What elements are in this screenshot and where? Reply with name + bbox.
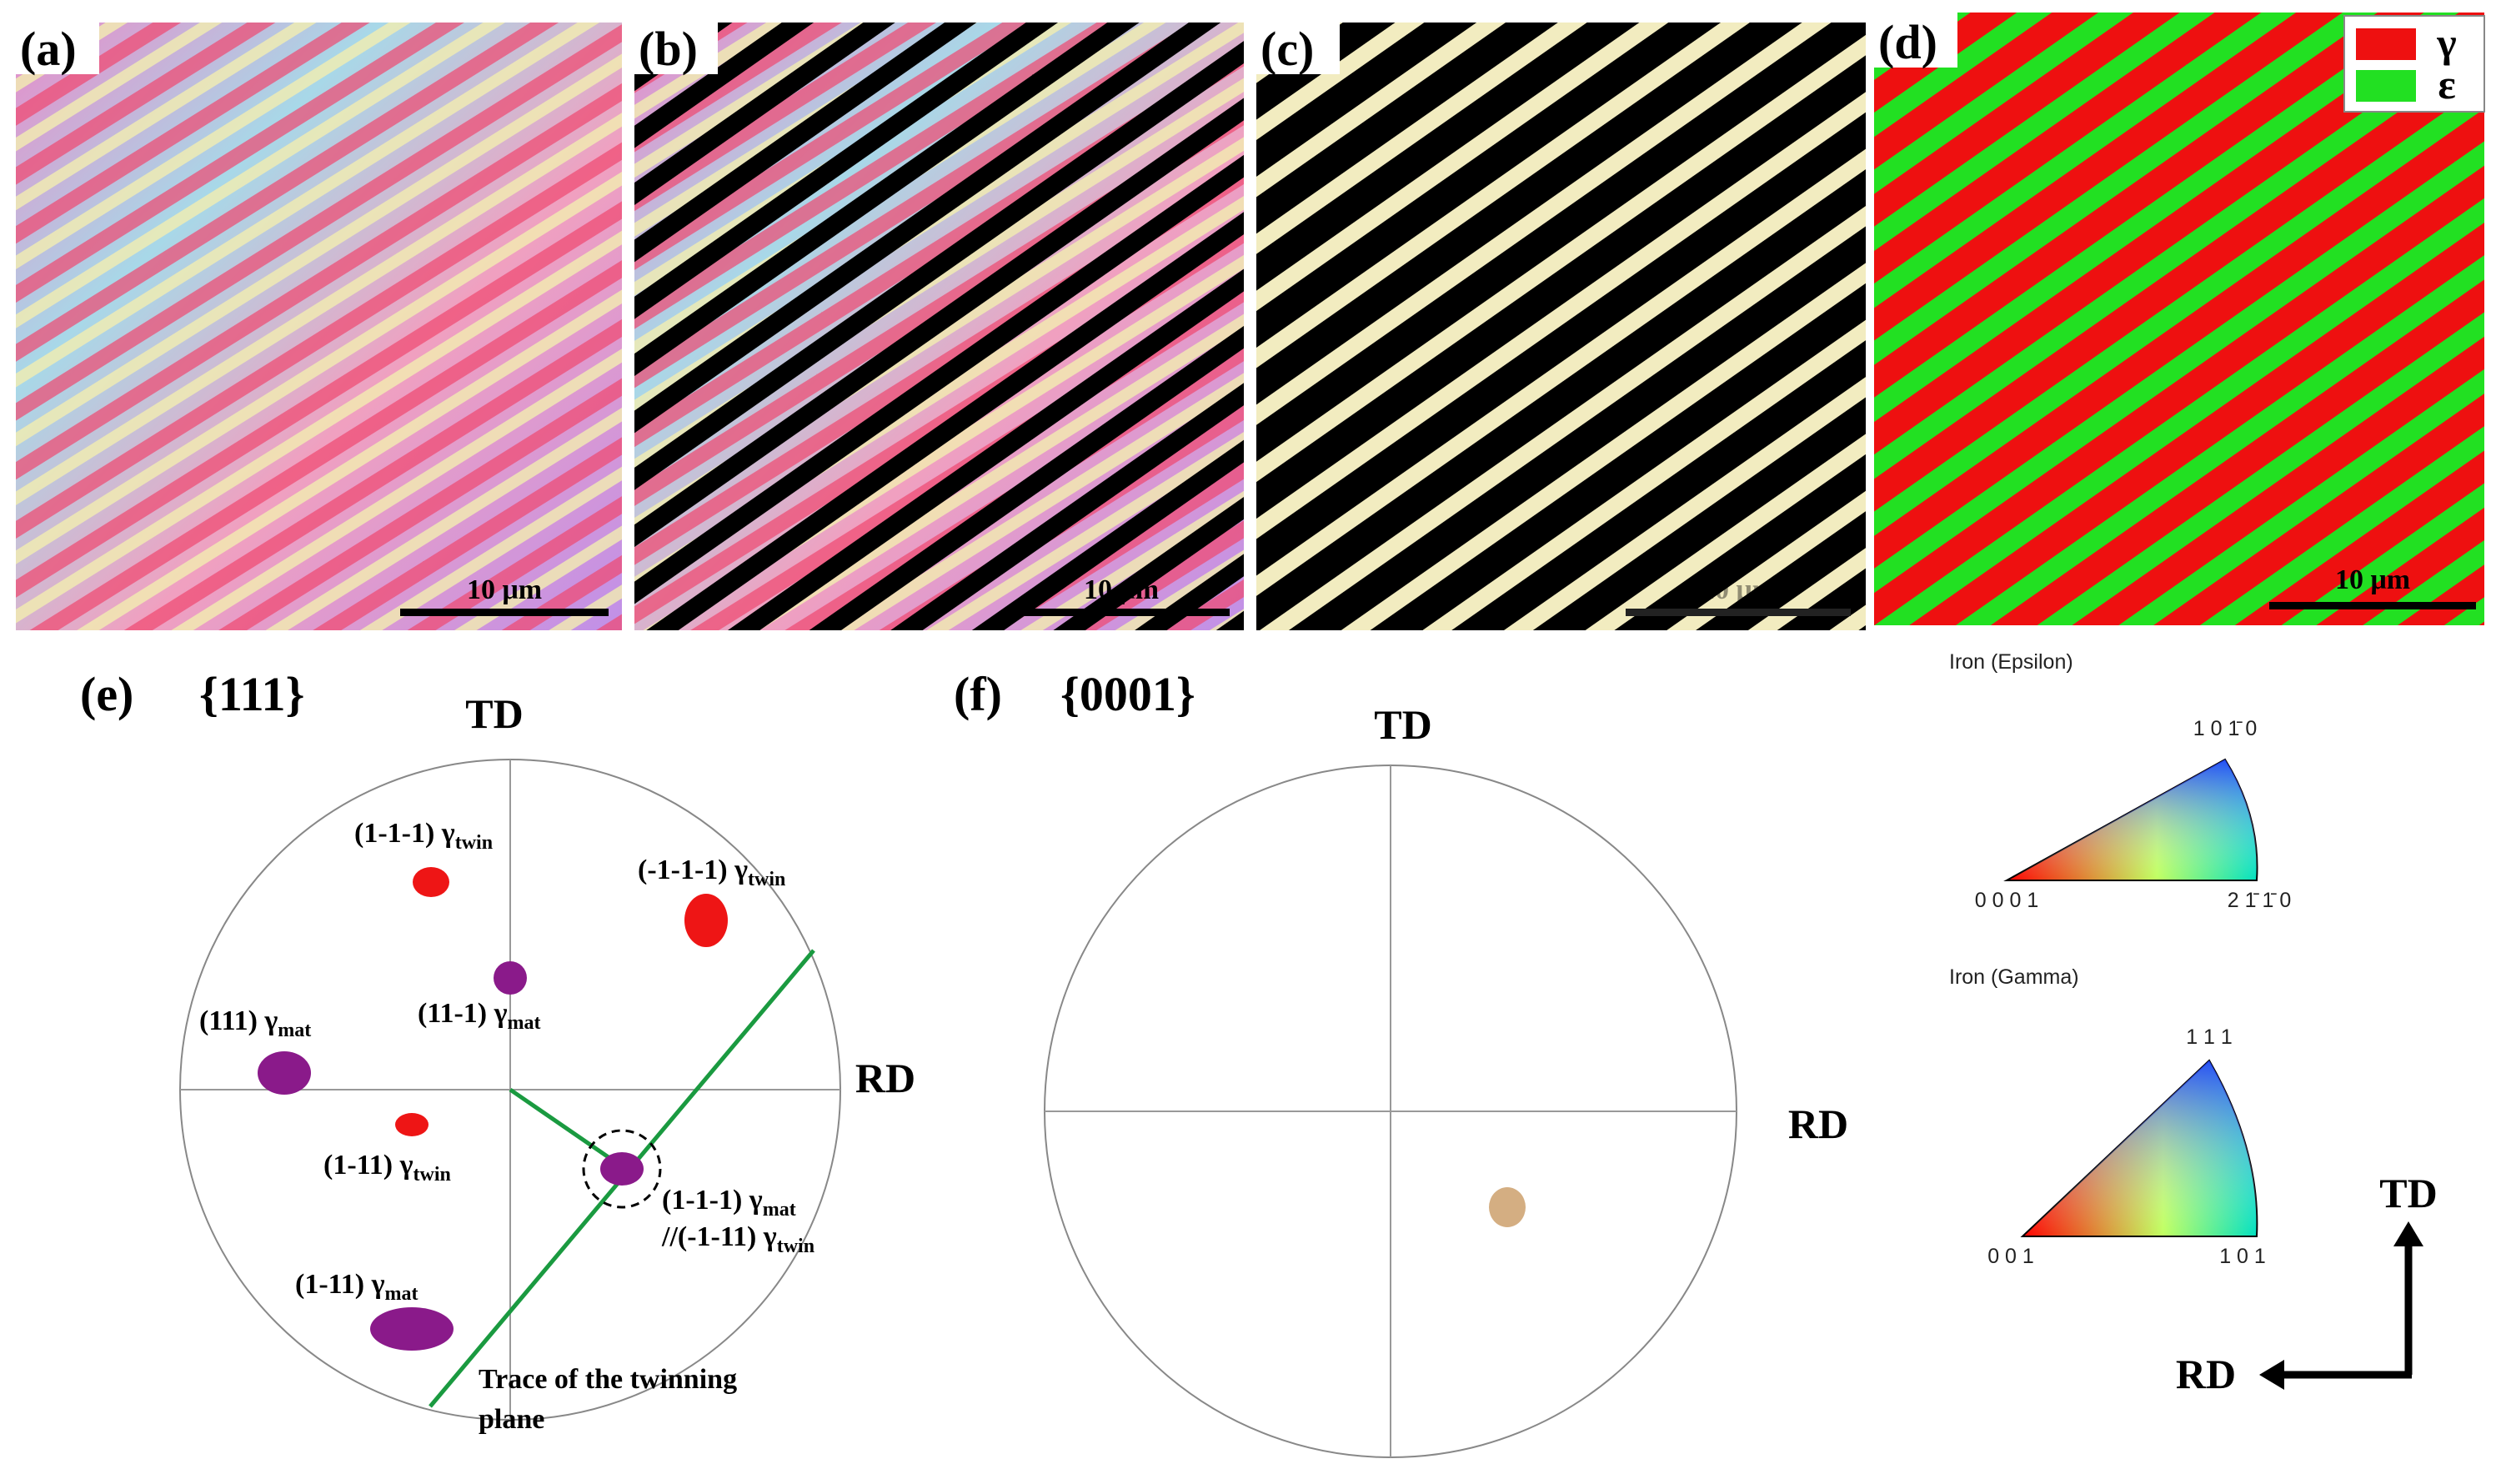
legend-swatch [2356,70,2416,102]
annotations: (1-1-1) γtwin(-1-1-1) γtwin(11-1) γmat(1… [199,818,814,1305]
annotation-sub: mat [278,1020,311,1041]
panel-label: (c) [1261,22,1314,76]
ipf-corner: 1 0 1̄ 0 [2193,717,2257,740]
pole-annotation: (-1-1-1) γtwin [638,855,785,890]
panel-label: (f) [954,667,1002,721]
scale-bar: 10 μm [1084,574,1159,605]
annotation-text: (11-1) γ [418,998,508,1029]
annotation-sub: mat [508,1012,541,1034]
annotation-sub: mat [763,1199,796,1221]
annotation-text: (1-1-1) γ [662,1185,763,1216]
plane-label: {111} [199,667,304,721]
plane-label: {0001} [1060,667,1195,721]
annotation-sub: twin [455,832,493,854]
scale-bar: 10 μm [1701,574,1776,605]
trace-label: Trace of the twinning [479,1364,737,1395]
pole-figure-f: (f) {0001} TD RD [954,667,1848,1458]
scale-bar: 10 μm [2335,564,2410,595]
ipf-corner: 0 0 1 [1987,1245,2034,1268]
pole-annotation: (1-1-1) γtwin [354,818,493,854]
pole-annotation: (1-1-1) γmat [662,1185,796,1221]
map-c: (c) 10 μm [1256,22,1866,630]
pole-annotation: (1-11) γmat [295,1269,418,1305]
pole-annotation: (11-1) γmat [418,998,540,1034]
annotation-text: (111) γ [199,1005,278,1036]
annotation-text: (1-11) γ [323,1150,413,1181]
ipf-corner: 0 0 0 1 [1975,889,2038,912]
rd-label: RD [1788,1100,1848,1147]
pole-figure-e: (e) {111} TD RD Trace of the twinning pl… [80,667,915,1435]
scale-bar: 10 μm [467,574,542,605]
annotation-text: (1-11) γ [295,1269,385,1300]
trace-label: plane [479,1404,544,1435]
map-a: (a) 10 μm [16,22,622,630]
annotation-sub: twin [777,1236,814,1257]
annotation-text: (1-1-1) γ [354,818,455,849]
annotation-sub: twin [413,1164,451,1186]
ipf-corner: 1 0 1 [2219,1245,2266,1268]
sample-axes: TD RD [2176,1170,2438,1397]
annotation-text: (-1-1-1) γ [638,855,748,885]
pole-annotation: (111) γmat [199,1005,311,1041]
panel-label: (b) [639,22,698,76]
legend-label: ε [2438,61,2455,108]
annotation-sub: twin [748,869,785,890]
map-b: (b) 10 μm [634,22,1244,630]
panel-label: (a) [20,22,77,76]
panel-label: (d) [1878,15,1937,69]
td-label: TD [465,690,523,737]
ipf-corner: 1 1 1 [2186,1025,2233,1049]
panel-label: (e) [80,667,133,721]
ipf-title: Iron (Epsilon) [1949,650,2073,674]
td-label: TD [1374,701,1431,748]
ipf-title: Iron (Gamma) [1949,965,2079,989]
pole-annotation: (1-11) γtwin [323,1150,451,1186]
legend-swatch [2356,28,2416,60]
annotation-text: //(-1-11) γ [661,1221,777,1252]
ipf-epsilon: Iron (Epsilon) 0 0 0 1 2 1̄ 1̄ 0 1 0 1̄ … [1949,650,2291,912]
td-label: TD [2379,1170,2437,1216]
pole-annotation: //(-1-11) γtwin [661,1221,814,1257]
legend-label: γ [2436,19,2456,66]
rd-label: RD [855,1055,915,1101]
rd-label: RD [2176,1351,2236,1397]
ipf-gamma: Iron (Gamma) 0 0 1 1 0 1 1 1 1 [1949,965,2266,1268]
annotation-sub: mat [385,1283,419,1305]
map-d: (d) 10 μm γ ε [1874,13,2485,625]
ipf-corner: 2 1̄ 1̄ 0 [2228,889,2291,912]
